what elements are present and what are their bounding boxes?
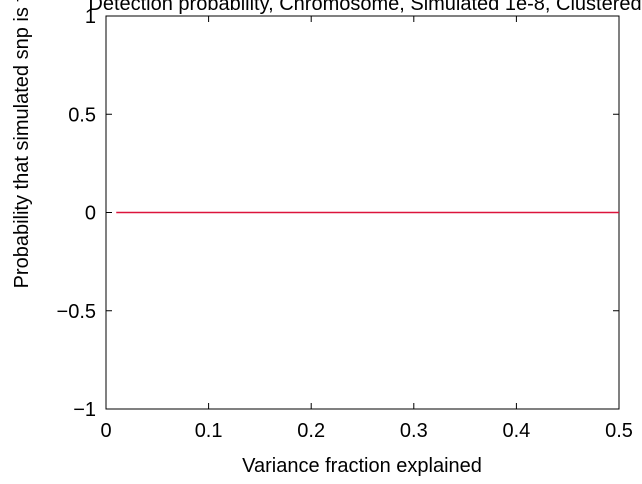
x-tick-label: 0.2 [297, 420, 325, 442]
x-tick-label: 0.3 [400, 420, 428, 442]
axis-ticks: 0 0.1 0.2 0.3 0.4 0.5 1 0.5 0 −0.5 −1 [57, 6, 633, 442]
x-tick-label: 0 [100, 420, 111, 442]
y-axis-label: Probability that simulated snp is found [11, 0, 33, 288]
y-tick-label: 0 [85, 203, 96, 225]
y-tick-label: −0.5 [57, 301, 96, 323]
x-tick-label: 0.5 [605, 420, 633, 442]
y-tick-label: 1 [85, 6, 96, 28]
chart-title: Detection probability, Chromosome, Simul… [88, 0, 641, 15]
y-tick-label: −1 [73, 399, 96, 421]
y-tick-label: 0.5 [68, 104, 96, 126]
x-tick-label: 0.4 [502, 420, 530, 442]
x-tick-label: 0.1 [195, 420, 223, 442]
x-axis-label: Variance fraction explained [242, 455, 482, 477]
